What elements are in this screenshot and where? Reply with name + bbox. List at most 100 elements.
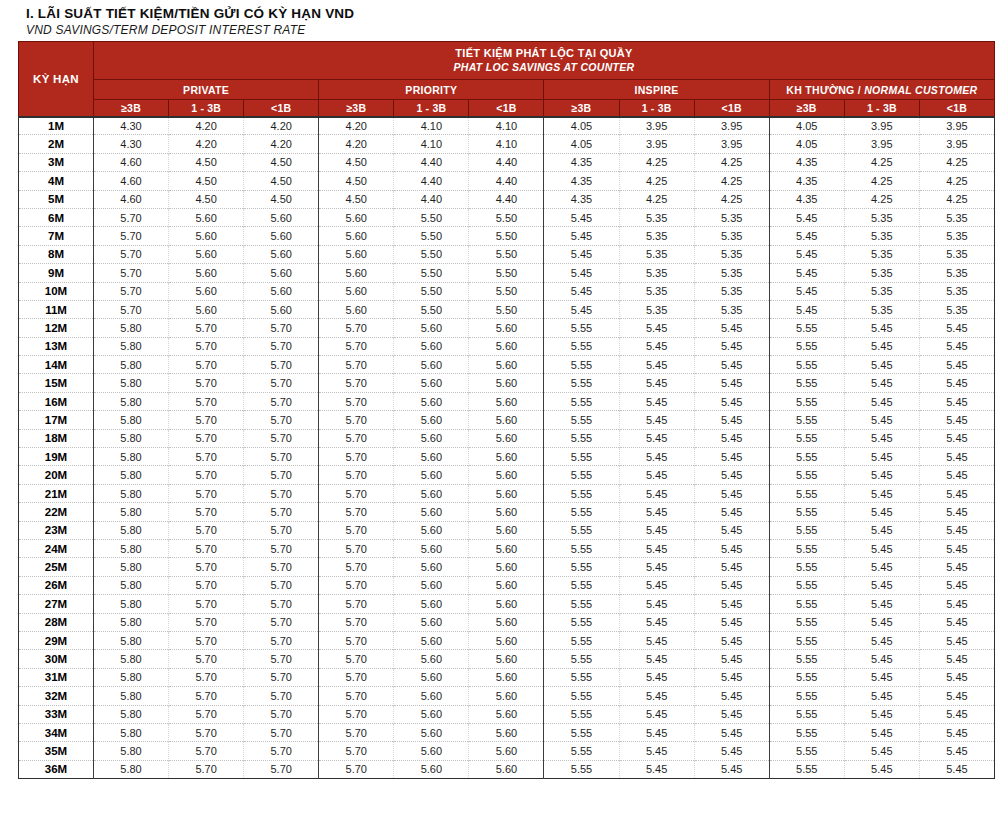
rate-cell: 5.70 — [244, 484, 319, 502]
term-cell: 20M — [19, 466, 94, 484]
rate-cell: 5.80 — [94, 650, 169, 668]
rate-cell: 5.45 — [844, 392, 919, 410]
rate-cell: 5.45 — [694, 374, 769, 392]
rate-cell: 4.25 — [619, 153, 694, 171]
rate-cell: 5.70 — [244, 650, 319, 668]
rate-cell: 5.60 — [394, 539, 469, 557]
rate-cell: 4.25 — [844, 153, 919, 171]
term-column-header: KỲ HẠN — [19, 42, 94, 117]
rate-cell: 5.60 — [394, 337, 469, 355]
rate-cell: 5.45 — [694, 319, 769, 337]
rate-row: 8M5.705.605.605.605.505.505.455.355.355.… — [19, 245, 995, 263]
term-cell: 7M — [19, 227, 94, 245]
rate-cell: 5.45 — [919, 705, 994, 723]
term-cell: 18M — [19, 429, 94, 447]
product-title-en: PHAT LOC SAVINGS AT COUNTER — [94, 61, 994, 74]
rate-cell: 5.45 — [544, 245, 619, 263]
term-cell: 8M — [19, 245, 94, 263]
rate-cell: 5.45 — [844, 595, 919, 613]
rate-cell: 5.60 — [469, 705, 544, 723]
rate-cell: 5.60 — [244, 282, 319, 300]
rate-cell: 5.45 — [844, 319, 919, 337]
rate-cell: 5.45 — [919, 595, 994, 613]
rate-row: 7M5.705.605.605.605.505.505.455.355.355.… — [19, 227, 995, 245]
rate-cell: 5.45 — [694, 356, 769, 374]
rate-cell: 4.25 — [919, 153, 994, 171]
rate-cell: 5.55 — [769, 337, 844, 355]
rate-row: 29M5.805.705.705.705.605.605.555.455.455… — [19, 631, 995, 649]
rate-cell: 5.35 — [844, 282, 919, 300]
rate-cell: 5.45 — [919, 723, 994, 741]
rate-cell: 5.60 — [244, 245, 319, 263]
rate-cell: 5.45 — [619, 613, 694, 631]
rate-cell: 5.70 — [319, 576, 394, 594]
rate-cell: 5.70 — [169, 723, 244, 741]
rate-cell: 5.45 — [544, 227, 619, 245]
rate-cell: 5.70 — [319, 742, 394, 760]
rate-cell: 5.45 — [694, 687, 769, 705]
rate-cell: 5.45 — [619, 668, 694, 686]
rate-cell: 5.60 — [244, 227, 319, 245]
term-cell: 15M — [19, 374, 94, 392]
rate-cell: 5.35 — [694, 208, 769, 226]
rate-cell: 5.45 — [919, 356, 994, 374]
term-cell: 25M — [19, 558, 94, 576]
rate-cell: 5.70 — [169, 448, 244, 466]
rate-cell: 5.70 — [319, 429, 394, 447]
rate-cell: 5.45 — [844, 337, 919, 355]
rate-cell: 5.45 — [619, 319, 694, 337]
term-cell: 36M — [19, 760, 94, 778]
term-cell: 6M — [19, 208, 94, 226]
rate-cell: 4.10 — [469, 135, 544, 153]
rate-cell: 5.45 — [919, 466, 994, 484]
term-cell: 10M — [19, 282, 94, 300]
rate-cell: 5.70 — [319, 760, 394, 778]
rate-cell: 5.45 — [694, 521, 769, 539]
rate-cell: 5.45 — [619, 705, 694, 723]
rate-cell: 4.10 — [469, 117, 544, 135]
rate-row: 5M4.604.504.504.504.404.404.354.254.254.… — [19, 190, 995, 208]
tier-header: <1B — [469, 100, 544, 117]
rate-cell: 5.35 — [919, 208, 994, 226]
rate-row: 31M5.805.705.705.705.605.605.555.455.455… — [19, 668, 995, 686]
rate-cell: 5.60 — [394, 521, 469, 539]
rate-cell: 5.60 — [394, 668, 469, 686]
rate-cell: 5.35 — [694, 300, 769, 318]
rate-cell: 5.60 — [469, 613, 544, 631]
rate-cell: 5.55 — [544, 558, 619, 576]
rate-cell: 5.45 — [694, 650, 769, 668]
rate-cell: 5.70 — [244, 723, 319, 741]
tier-header: ≥3B — [544, 100, 619, 117]
rate-cell: 5.45 — [694, 392, 769, 410]
rate-row: 24M5.805.705.705.705.605.605.555.455.455… — [19, 539, 995, 557]
rate-cell: 4.40 — [469, 153, 544, 171]
rate-cell: 4.60 — [94, 172, 169, 190]
rate-cell: 5.60 — [469, 687, 544, 705]
term-cell: 33M — [19, 705, 94, 723]
rate-cell: 5.70 — [94, 208, 169, 226]
rate-cell: 5.60 — [394, 319, 469, 337]
rate-cell: 5.70 — [169, 429, 244, 447]
rate-row: 32M5.805.705.705.705.605.605.555.455.455… — [19, 687, 995, 705]
rate-cell: 5.55 — [544, 687, 619, 705]
rate-cell: 5.45 — [694, 448, 769, 466]
rate-cell: 5.55 — [769, 392, 844, 410]
rate-cell: 5.70 — [169, 411, 244, 429]
term-cell: 22M — [19, 503, 94, 521]
rate-cell: 5.55 — [544, 503, 619, 521]
group-header: INSPIRE — [544, 80, 769, 100]
main-header-row: KỲ HẠN TIẾT KIỆM PHÁT LỘC TẠI QUẦY PHAT … — [19, 42, 995, 80]
rate-cell: 5.45 — [769, 282, 844, 300]
rate-cell: 5.45 — [544, 300, 619, 318]
rate-cell: 5.55 — [544, 466, 619, 484]
rate-cell: 4.25 — [844, 190, 919, 208]
term-cell: 35M — [19, 742, 94, 760]
rate-cell: 5.70 — [319, 503, 394, 521]
rate-cell: 4.25 — [919, 172, 994, 190]
rate-cell: 5.35 — [619, 300, 694, 318]
page-subtitle: VND SAVINGS/TERM DEPOSIT INTEREST RATE — [26, 23, 995, 37]
rate-cell: 5.55 — [769, 687, 844, 705]
rate-cell: 5.60 — [244, 264, 319, 282]
rate-cell: 3.95 — [919, 117, 994, 135]
rate-cell: 5.45 — [619, 484, 694, 502]
